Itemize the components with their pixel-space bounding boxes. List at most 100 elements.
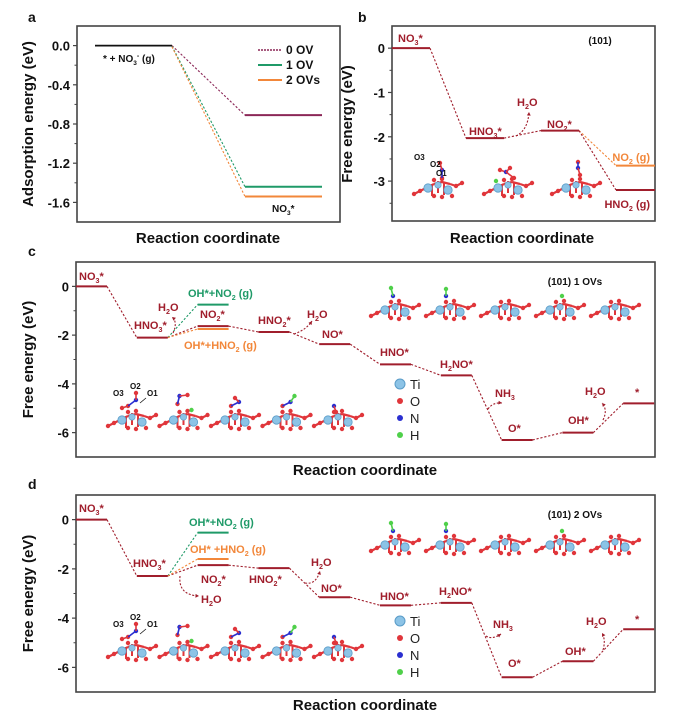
o-atom [396, 316, 402, 322]
o-atom [147, 646, 153, 652]
atom-legend-h-label: H [410, 428, 419, 443]
adsorbate-atom [189, 407, 194, 413]
o-atom [388, 550, 394, 556]
panel-d-connector [532, 660, 563, 678]
o-atom [177, 640, 182, 646]
panel-c-connector [593, 402, 624, 434]
ti-atom [455, 307, 465, 317]
structure-label-o1: O1 [436, 169, 447, 178]
panel-c-side-arrow [293, 320, 313, 335]
o-atom [339, 639, 345, 645]
o-atom [302, 646, 307, 652]
o-atom [449, 193, 455, 199]
panel-d-level-label: OH* [565, 646, 587, 658]
ti-atom [501, 538, 509, 546]
o-atom [406, 315, 412, 321]
bond [341, 643, 351, 649]
bond [135, 412, 145, 418]
o-atom [266, 420, 271, 426]
o-atom [608, 299, 614, 305]
o-atom [594, 545, 600, 551]
bond [453, 537, 463, 543]
adsorbate-atom [511, 175, 517, 181]
panel-d-side-product-label: NH3​ [493, 619, 513, 633]
o-atom [465, 540, 471, 546]
o-atom [516, 315, 522, 321]
atom-legend-o-icon [397, 398, 403, 404]
o-atom [125, 656, 131, 662]
y-tick-label: -4 [57, 377, 69, 392]
o-atom [208, 654, 214, 660]
panel-c-branch-connector [167, 304, 199, 338]
o-atom [199, 646, 204, 652]
bond [511, 180, 521, 186]
adsorbate-atom [133, 390, 139, 396]
o-atom [591, 183, 597, 189]
o-atom [125, 425, 131, 431]
panel-d-level-label: HNO3​* [133, 558, 166, 572]
ti-atom [565, 542, 575, 552]
adsorbate-atom [119, 636, 125, 642]
panel-c-level-label: NO2​* [200, 309, 225, 323]
panel-b-connector [578, 130, 617, 167]
panel-b-ylabel: Free energy (eV) [339, 65, 356, 183]
panel-d-connector [289, 567, 320, 598]
legend-entry: 1 OV [286, 58, 313, 72]
o-atom [506, 298, 512, 304]
o-atom [195, 425, 200, 431]
ti-atom [282, 644, 291, 652]
ti-atom [561, 183, 571, 193]
panel-c-connector [228, 325, 259, 333]
panel-d-side-arrow [304, 570, 321, 584]
structure-label-o2: O2 [130, 613, 141, 622]
adsorbate-atom [119, 405, 125, 411]
o-atom [396, 298, 402, 304]
o-atom [587, 193, 593, 199]
o-atom [484, 310, 490, 316]
o-atom [501, 177, 507, 183]
o-atom [308, 412, 313, 418]
panel-d-connector [410, 602, 441, 606]
bond [579, 180, 589, 186]
o-atom [608, 534, 614, 540]
y-tick-label: -2 [373, 130, 385, 145]
panel-c-structure-bottom-3 [208, 395, 262, 432]
o-atom [125, 409, 131, 415]
panel-label-c: c [28, 243, 36, 259]
panel-b-xlabel: Reaction coordinate [450, 230, 594, 247]
o-atom [451, 298, 457, 304]
panel-d-level-label: NO* [321, 583, 343, 595]
adsorbate-atom [185, 392, 190, 398]
panel-c-structure-top-2 [423, 286, 477, 322]
o-atom [539, 545, 545, 551]
o-atom [410, 540, 416, 546]
panel-b-facet-label: (101) [588, 36, 611, 47]
adsorbate-atom [443, 521, 449, 527]
panel-label-d: d [28, 476, 37, 492]
arrow-head [602, 403, 606, 407]
structure-label-o2: O2 [130, 382, 141, 391]
adsorbate-atom [577, 172, 583, 178]
o-atom [246, 656, 252, 662]
panel-d-side-arrow [179, 575, 200, 597]
ti-atom [435, 540, 445, 550]
o-atom [461, 550, 467, 556]
panel-c-structure-top-4 [533, 293, 587, 322]
o-atom [608, 315, 614, 321]
panel-b-connector [429, 47, 467, 139]
adsorbate-atom [292, 393, 297, 399]
bond [187, 412, 196, 418]
ti-atom [117, 646, 127, 656]
panel-a-connector-0 [171, 45, 246, 116]
o-atom [575, 305, 581, 311]
panel-d-side-product-label: H2​O [311, 557, 332, 571]
o-atom [280, 425, 285, 431]
o-atom [185, 426, 190, 432]
panel-d-xlabel: Reaction coordinate [293, 697, 437, 714]
o-atom [498, 299, 504, 305]
ti-atom [231, 644, 239, 652]
o-atom [443, 550, 449, 556]
ti-atom [611, 538, 619, 546]
legend-entry: 2 OVs [286, 73, 320, 87]
